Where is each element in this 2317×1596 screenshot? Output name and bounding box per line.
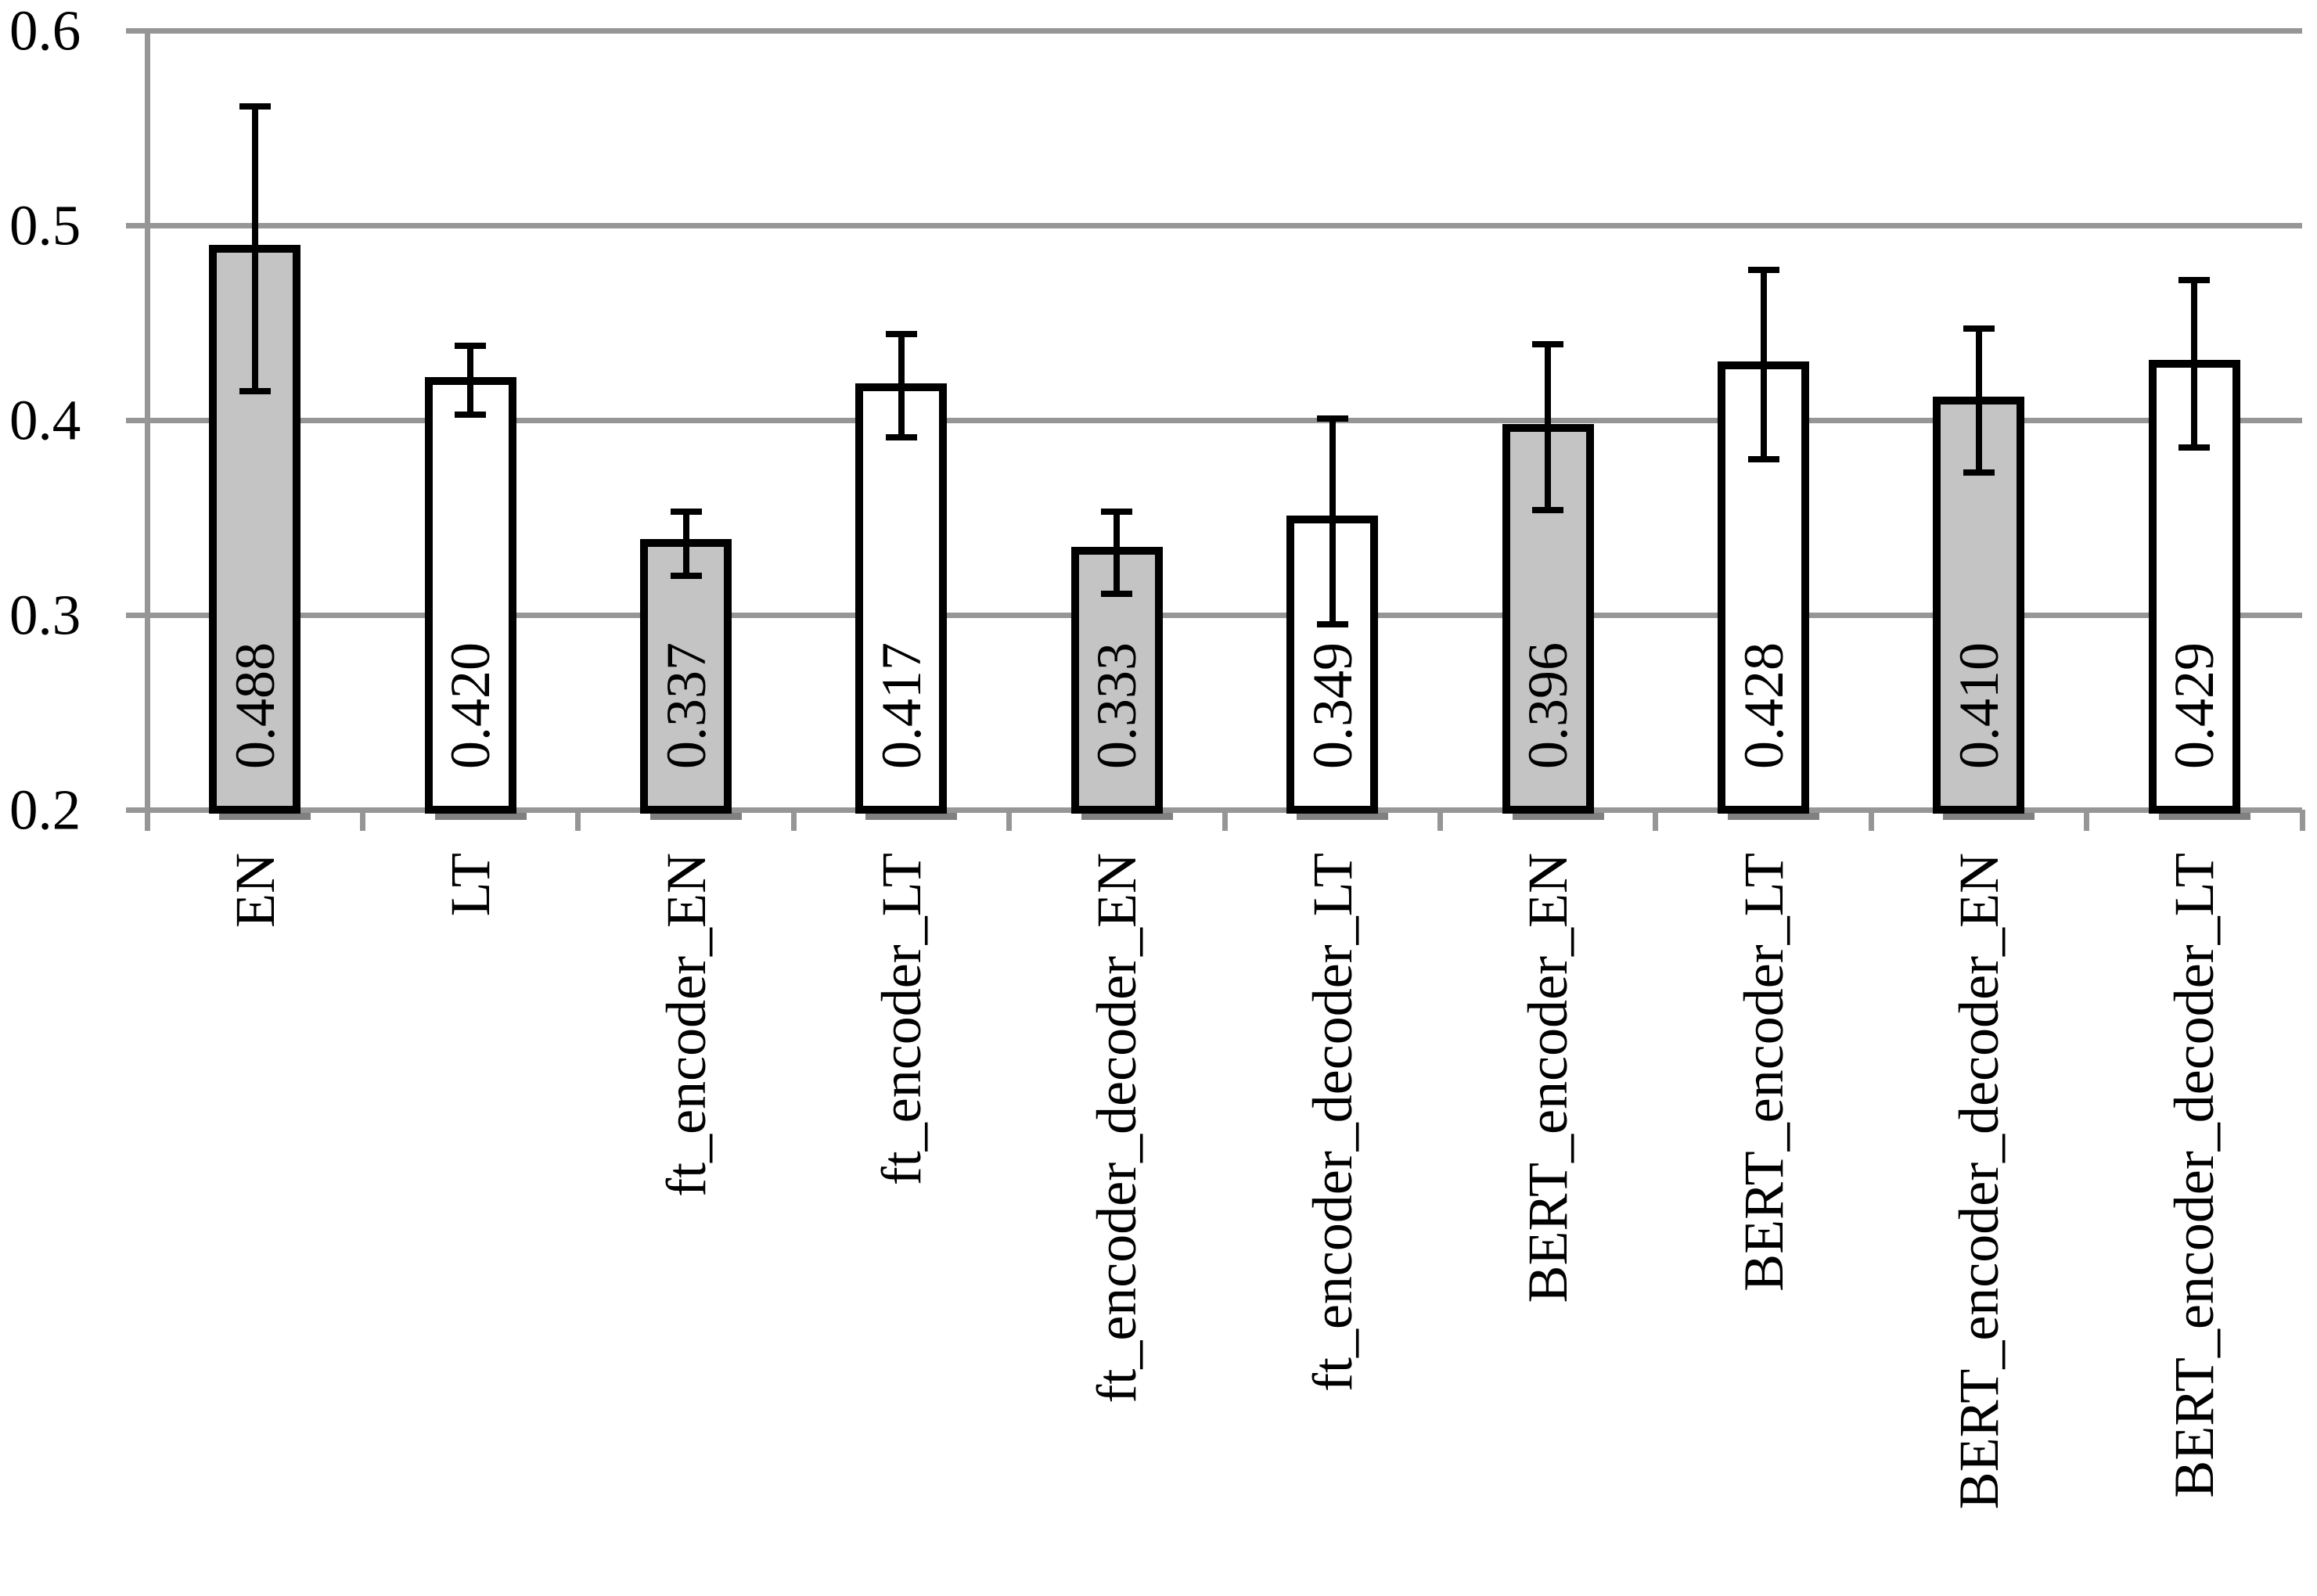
x-axis-tick bbox=[1221, 810, 1228, 831]
error-bar-line bbox=[1760, 270, 1767, 459]
error-bar-cap-top bbox=[1532, 340, 1564, 347]
error-bar-cap-top bbox=[1963, 325, 1995, 332]
error-bar-cap-top bbox=[1747, 267, 1779, 274]
bar-shadow bbox=[434, 813, 527, 820]
x-axis-category-label: ft_encoder_LT bbox=[869, 853, 933, 1186]
x-axis-tick bbox=[575, 810, 581, 831]
y-axis-tick-label: 0.3 bbox=[9, 583, 81, 647]
x-axis-tick bbox=[790, 810, 797, 831]
bar-shadow bbox=[1943, 813, 2035, 820]
gridline bbox=[126, 222, 2302, 228]
bar-value-label: 0.420 bbox=[439, 642, 502, 769]
x-axis-category-label: BERT_encoder_decoder_EN bbox=[1947, 853, 2010, 1510]
bar-value-label: 0.410 bbox=[1947, 642, 2010, 769]
y-axis-tick-label: 0.6 bbox=[9, 0, 81, 63]
error-bar-line bbox=[1114, 512, 1121, 594]
bar-shadow bbox=[2158, 813, 2250, 820]
x-axis-category-label: BERT_encoder_EN bbox=[1516, 853, 1580, 1303]
error-bar-cap-bottom bbox=[1101, 590, 1133, 597]
error-bar-cap-top bbox=[885, 331, 917, 338]
x-axis-category-label: ft_encoder_decoder_LT bbox=[1301, 853, 1364, 1393]
bar-shadow bbox=[1728, 813, 1819, 820]
error-bar-cap-top bbox=[1101, 509, 1133, 516]
error-bar-cap-bottom bbox=[455, 411, 487, 418]
bar bbox=[1933, 397, 2025, 814]
x-axis-tick bbox=[1868, 810, 1874, 831]
error-bar-cap-bottom bbox=[1747, 455, 1779, 462]
error-bar-line bbox=[1545, 343, 1552, 510]
bar bbox=[424, 377, 516, 814]
x-axis-tick bbox=[1006, 810, 1013, 831]
bar-value-label: 0.333 bbox=[1085, 642, 1149, 769]
error-bar-cap-bottom bbox=[885, 434, 917, 441]
bar-value-label: 0.488 bbox=[223, 642, 286, 769]
bar-shadow bbox=[650, 813, 742, 820]
error-bar-cap-top bbox=[670, 509, 702, 516]
gridline bbox=[126, 417, 2302, 423]
bar bbox=[640, 538, 732, 814]
error-bar-cap-top bbox=[455, 343, 487, 350]
bar-shadow bbox=[865, 813, 958, 820]
bar-value-label: 0.429 bbox=[2163, 642, 2226, 769]
bar-shadow bbox=[219, 813, 311, 820]
y-axis-tick-label: 0.2 bbox=[9, 778, 81, 842]
error-bar-cap-bottom bbox=[1963, 469, 1995, 476]
bar-value-label: 0.349 bbox=[1301, 642, 1364, 769]
x-axis-tick bbox=[359, 810, 365, 831]
error-bar-cap-top bbox=[2178, 276, 2211, 283]
x-axis-tick bbox=[2299, 810, 2305, 831]
x-axis-category-label: BERT_encoder_LT bbox=[1732, 853, 1795, 1292]
bar-shadow bbox=[1081, 813, 1173, 820]
gridline bbox=[126, 612, 2302, 618]
error-bar-cap-bottom bbox=[1316, 621, 1348, 628]
error-bar-cap-bottom bbox=[1532, 506, 1564, 513]
error-bar-line bbox=[2191, 279, 2198, 448]
bar-value-label: 0.337 bbox=[654, 642, 718, 769]
bar-value-label: 0.417 bbox=[869, 642, 933, 769]
error-bar-cap-bottom bbox=[670, 573, 702, 580]
error-bar-cap-top bbox=[1316, 415, 1348, 422]
error-bar-cap-bottom bbox=[239, 387, 271, 394]
error-bar-line bbox=[898, 334, 905, 438]
error-bar-line bbox=[251, 106, 258, 391]
x-axis-tick bbox=[1653, 810, 1659, 831]
x-axis-tick bbox=[1437, 810, 1443, 831]
bar-shadow bbox=[1297, 813, 1389, 820]
error-bar-line bbox=[1975, 328, 1982, 473]
x-axis-tick bbox=[2084, 810, 2090, 831]
x-axis-category-label: ft_encoder_decoder_EN bbox=[1085, 853, 1149, 1404]
x-axis-line bbox=[126, 807, 2302, 813]
y-axis-tick-label: 0.4 bbox=[9, 388, 81, 452]
error-bar-line bbox=[682, 512, 689, 577]
error-bar-line bbox=[467, 346, 474, 415]
x-axis-category-label: EN bbox=[223, 853, 286, 928]
x-axis-tick bbox=[144, 810, 150, 831]
y-axis-tick-label: 0.5 bbox=[9, 193, 81, 257]
x-axis-category-label: LT bbox=[439, 853, 502, 917]
error-bar-cap-top bbox=[239, 103, 271, 110]
bar bbox=[209, 244, 301, 814]
x-axis-category-label: BERT_encoder_decoder_LT bbox=[2163, 853, 2226, 1498]
bar-value-label: 0.428 bbox=[1732, 642, 1795, 769]
x-axis-category-label: ft_encoder_EN bbox=[654, 853, 718, 1197]
y-axis-line bbox=[144, 27, 150, 831]
bar-value-label: 0.396 bbox=[1516, 642, 1580, 769]
bar-shadow bbox=[1512, 813, 1604, 820]
gridline bbox=[126, 27, 2302, 34]
error-bar-line bbox=[1329, 418, 1336, 625]
error-bar-cap-bottom bbox=[2178, 444, 2211, 451]
